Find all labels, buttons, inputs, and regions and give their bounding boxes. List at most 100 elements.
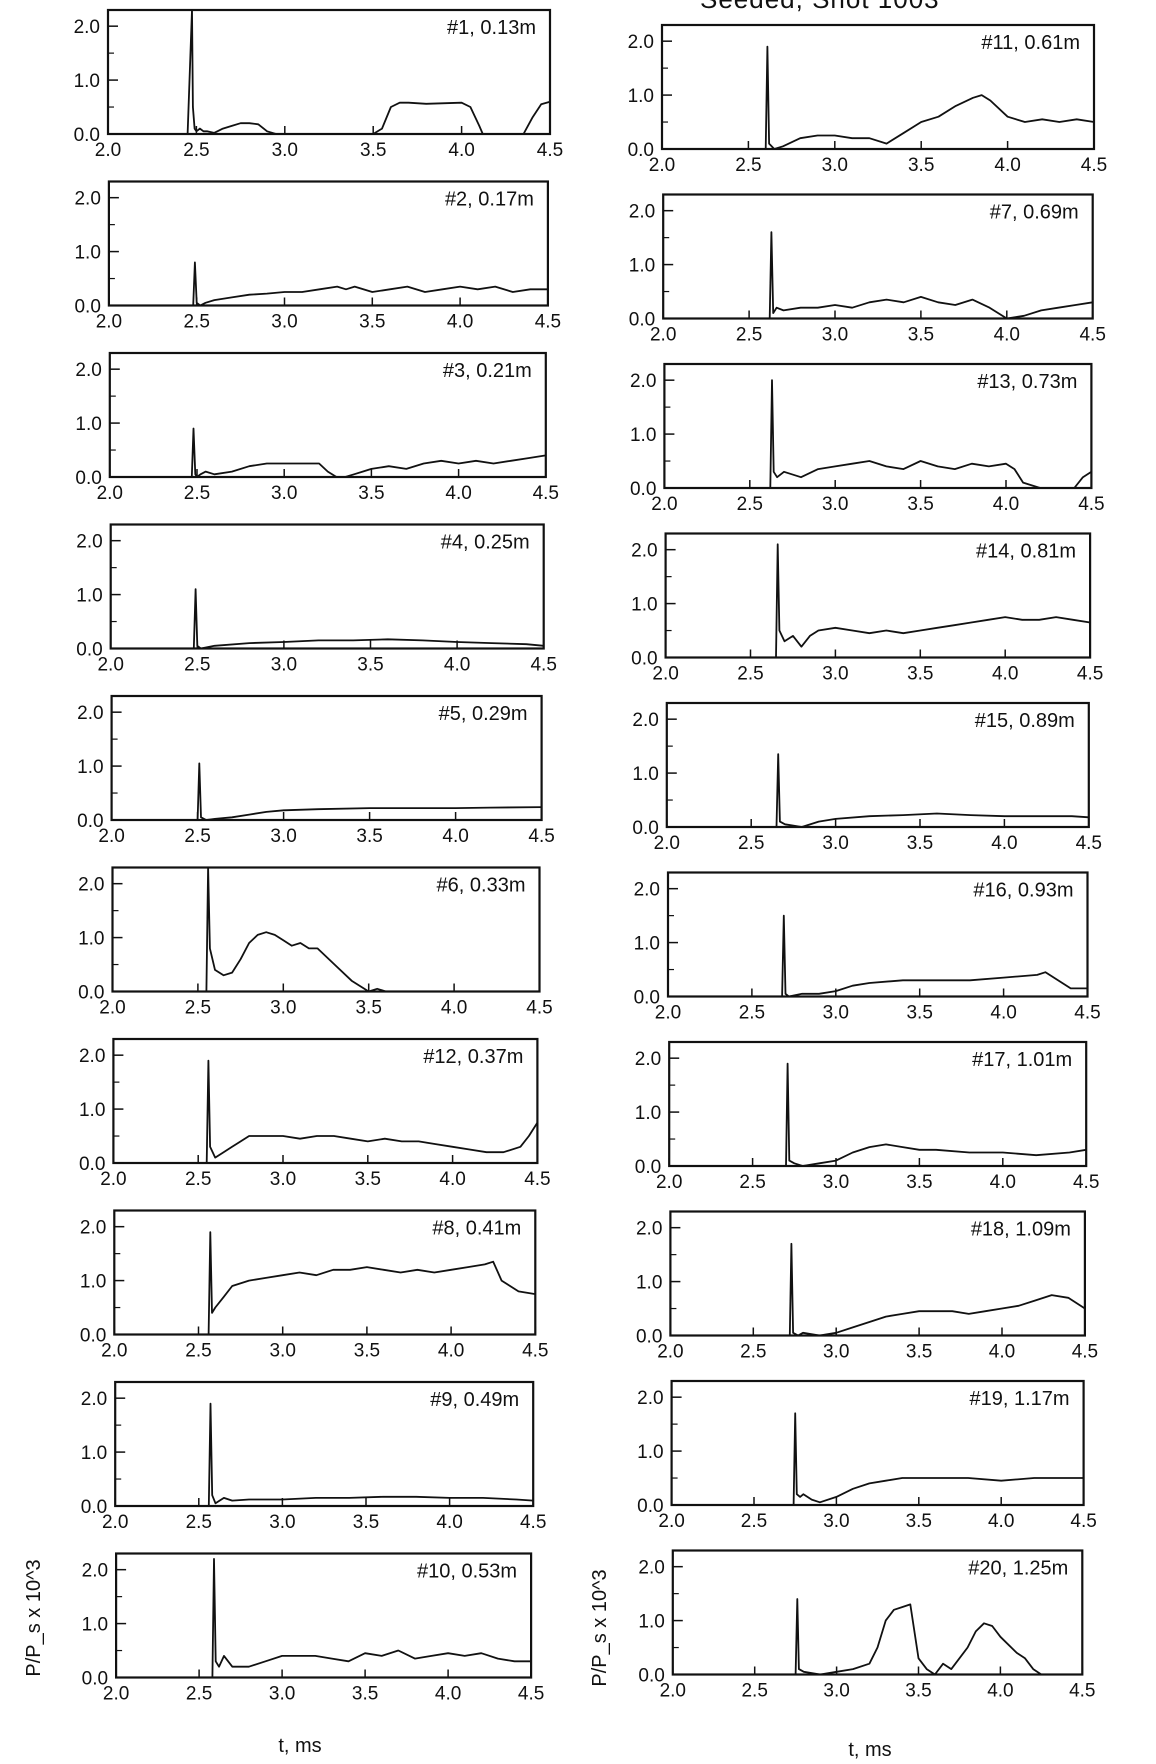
x-tick-label: 3.5 — [352, 1684, 378, 1705]
y-tick-label: 2.0 — [631, 541, 657, 562]
x-tick-label: 3.5 — [357, 655, 383, 676]
x-tick-label: 2.5 — [185, 1169, 211, 1190]
plot-frame — [670, 1379, 1085, 1507]
y-tick-label: 2.0 — [628, 32, 654, 53]
y-tick-label: 1.0 — [632, 764, 658, 785]
y-tick-label: 2.0 — [82, 1561, 108, 1582]
plot-frame — [666, 871, 1089, 998]
panel-20: 0.0 1.0 2.0 2.0 2.5 3.0 3.5 4.0 4.5 #20, 1.25m — [638, 1549, 1096, 1702]
x-tick-label: 4.5 — [1069, 1681, 1095, 1702]
series-line — [785, 1062, 1087, 1167]
y-tick-label: 1.0 — [634, 934, 660, 955]
x-tick-label: 3.0 — [823, 1681, 849, 1702]
y-tick-label: 0.0 — [80, 1326, 106, 1347]
x-tick-label: 2.5 — [739, 1003, 765, 1024]
x-tick-label: 3.0 — [823, 1172, 849, 1193]
x-tick-label: 3.5 — [360, 140, 386, 161]
series-line — [769, 379, 1092, 489]
x-tick-label: 3.5 — [908, 325, 934, 346]
x-tick-label: 3.5 — [359, 312, 385, 333]
plot-frame — [108, 351, 547, 479]
y-tick-label: 0.0 — [632, 818, 658, 839]
y-tick-label: 2.0 — [630, 371, 656, 392]
x-tick-label: 2.0 — [655, 1003, 681, 1024]
y-tick-label: 0.0 — [635, 1157, 661, 1178]
y-tick-label: 0.0 — [637, 1496, 663, 1517]
x-tick-label: 3.0 — [271, 312, 297, 333]
x-tick-label: 3.5 — [358, 483, 384, 504]
x-tick-label: 4.5 — [530, 655, 556, 676]
y-tick-label: 1.0 — [630, 425, 656, 446]
x-tick-label: 2.5 — [741, 1681, 767, 1702]
panel-title: #18, 1.09m — [971, 1219, 1071, 1241]
y-tick-label: 2.0 — [74, 189, 100, 210]
panel-8: 0.0 1.0 2.0 2.0 2.5 3.0 3.5 4.0 4.5 #8, 0.41m — [80, 1209, 549, 1362]
y-tick-label: 0.0 — [628, 140, 654, 161]
y-tick-label: 2.0 — [80, 1218, 106, 1239]
x-tick-label: 3.0 — [822, 494, 848, 515]
x-tick-label: 4.5 — [1078, 494, 1104, 515]
panel-6: 0.0 1.0 2.0 2.0 2.5 3.0 3.5 4.0 4.5 #6, 0.33m — [78, 866, 553, 1019]
x-tick-label: 4.0 — [992, 664, 1018, 685]
panel-18: 0.0 1.0 2.0 2.0 2.5 3.0 3.5 4.0 4.5 #18, 1.09m — [636, 1210, 1098, 1363]
plot-frame — [663, 362, 1093, 490]
x-tick-label: 4.0 — [994, 325, 1020, 346]
x-tick-label: 2.5 — [741, 1511, 767, 1532]
x-tick-label: 4.5 — [1077, 664, 1103, 685]
plot-frame — [671, 1549, 1084, 1676]
x-tick-label: 2.5 — [739, 1172, 765, 1193]
x-tick-label: 3.5 — [356, 826, 382, 847]
y-tick-label: 1.0 — [81, 1443, 107, 1464]
x-tick-label: 2.5 — [736, 325, 762, 346]
x-tick-label: 3.0 — [822, 325, 848, 346]
series-line — [794, 1598, 1042, 1676]
panel-title: #8, 0.41m — [432, 1218, 521, 1240]
y-tick-label: 2.0 — [81, 1389, 107, 1410]
y-tick-label: 2.0 — [75, 360, 101, 381]
y-axis-label: P/P_s x 10^3 — [589, 1569, 611, 1686]
x-tick-label: 4.0 — [988, 1511, 1014, 1532]
x-tick-label: 2.0 — [102, 1512, 128, 1533]
y-tick-label: 1.0 — [637, 1442, 663, 1463]
y-tick-label: 0.0 — [74, 125, 100, 146]
x-tick-label: 2.0 — [103, 1684, 129, 1705]
panel-title: #19, 1.17m — [970, 1388, 1070, 1410]
y-tick-label: 1.0 — [80, 1272, 106, 1293]
x-tick-label: 2.0 — [99, 998, 125, 1019]
x-tick-label: 4.5 — [1072, 1342, 1098, 1363]
panel-title: #6, 0.33m — [437, 875, 526, 897]
series-line — [192, 261, 548, 307]
y-tick-label: 0.0 — [82, 1669, 108, 1690]
x-tick-label: 4.5 — [1074, 1003, 1100, 1024]
x-tick-label: 4.0 — [987, 1681, 1013, 1702]
plot-frame — [107, 180, 550, 307]
x-tick-label: 4.5 — [522, 1341, 548, 1362]
x-tick-label: 4.0 — [447, 312, 473, 333]
series-line — [792, 1412, 1084, 1506]
panel-title: #12, 0.37m — [423, 1046, 523, 1068]
x-tick-label: 4.5 — [528, 826, 554, 847]
plot-frame — [662, 193, 1094, 320]
panel-3: 0.0 1.0 2.0 2.0 2.5 3.0 3.5 4.0 4.5 #3, 0.21m — [75, 351, 559, 504]
y-tick-label: 1.0 — [628, 86, 654, 107]
x-tick-label: 3.0 — [269, 1341, 295, 1362]
series-line — [775, 543, 1091, 658]
x-tick-label: 4.0 — [994, 155, 1020, 176]
plot-frame — [669, 1210, 1087, 1337]
plot-frame — [660, 23, 1096, 151]
x-tick-label: 2.5 — [184, 483, 210, 504]
y-axis-label: P/P_s x 10^3 — [23, 1559, 45, 1676]
x-tick-label: 2.5 — [183, 140, 209, 161]
x-tick-label: 4.5 — [518, 1684, 544, 1705]
x-tick-label: 4.0 — [441, 998, 467, 1019]
x-tick-label: 4.0 — [435, 1684, 461, 1705]
series-line — [205, 866, 387, 993]
x-tick-label: 2.5 — [740, 1342, 766, 1363]
x-tick-label: 4.0 — [990, 1172, 1016, 1193]
panel-1: 0.0 1.0 2.0 2.0 2.5 3.0 3.5 4.0 4.5 #1, 0.13m — [74, 8, 563, 161]
y-tick-label: 2.0 — [636, 1219, 662, 1240]
plot-frame — [113, 1209, 537, 1336]
x-tick-label: 2.0 — [97, 655, 123, 676]
panel-14: 0.0 1.0 2.0 2.0 2.5 3.0 3.5 4.0 4.5 #14, 0.81m — [631, 532, 1103, 685]
